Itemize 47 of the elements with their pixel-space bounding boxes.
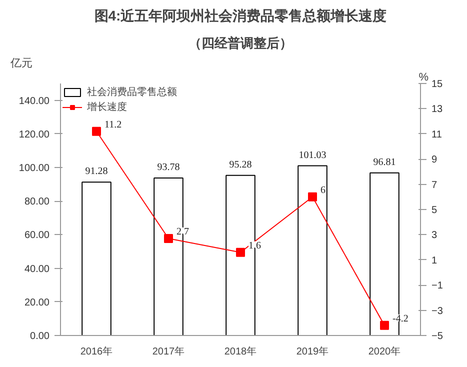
y2-tick-label: 15 — [432, 79, 444, 90]
chart-subtitle: （四经普调整后） — [188, 36, 292, 50]
data-label: 96.81 — [373, 156, 396, 168]
data-label: 93.78 — [157, 162, 180, 173]
point — [164, 234, 173, 243]
y-axis-title: 亿元 — [10, 58, 32, 70]
data-label: -4.2 — [392, 313, 408, 324]
data-label: 101.03 — [298, 150, 326, 161]
y2-tick-label: 11 — [432, 129, 442, 140]
y2-axis-title: % — [418, 72, 429, 84]
y2-tick-label: 7 — [432, 180, 438, 191]
y2-tick-label: −5 — [432, 331, 444, 342]
y-tick-label: 60.00 — [24, 230, 50, 242]
chart-title: 图4:近五年阿坝州社会消费品零售总额增长速度 — [94, 8, 387, 24]
data-label: 11.2 — [104, 119, 122, 130]
data-label: 91.28 — [85, 166, 108, 178]
y-tick-label: 80.00 — [24, 196, 50, 208]
x-tick-label: 2016年 — [80, 346, 113, 358]
data-label: 2.7 — [176, 226, 189, 238]
x-tick-label: 2017年 — [152, 346, 185, 358]
y2-tick-label: 9 — [432, 154, 438, 166]
x-tick-label: 2018年 — [224, 346, 257, 358]
y2-tick-label: 5 — [432, 205, 438, 216]
y-tick-label: 0.00 — [30, 331, 50, 342]
y2-tick-label: 1 — [432, 255, 438, 266]
y-tick-label: 120.00 — [18, 129, 50, 140]
y2-tick-label: 3 — [432, 230, 438, 242]
legend-label: 社会消费品零售总额 — [87, 86, 177, 99]
data-label: 95.28 — [229, 159, 252, 170]
data-label: 6 — [320, 184, 326, 196]
legend-label: 增长速度 — [87, 100, 127, 114]
y-tick-label: 140.00 — [18, 96, 50, 107]
y2-tick-label: 13 — [432, 104, 444, 116]
y2-tick-label: −1 — [432, 280, 444, 292]
bar — [82, 182, 112, 336]
y-tick-label: 20.00 — [24, 297, 50, 308]
point — [236, 248, 245, 257]
x-tick-label: 2020年 — [368, 346, 401, 358]
point — [92, 126, 101, 136]
bar — [298, 165, 328, 336]
y-tick-label: 100.00 — [18, 163, 50, 174]
point — [308, 192, 317, 202]
x-tick-label: 2019年 — [296, 346, 329, 358]
data-label: 1.6 — [248, 240, 261, 252]
point — [380, 320, 389, 330]
y-tick-label: 40.00 — [24, 264, 50, 275]
y2-tick-label: −3 — [432, 306, 444, 317]
